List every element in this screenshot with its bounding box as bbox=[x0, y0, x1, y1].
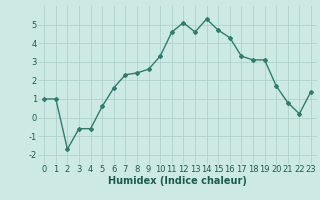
X-axis label: Humidex (Indice chaleur): Humidex (Indice chaleur) bbox=[108, 176, 247, 186]
